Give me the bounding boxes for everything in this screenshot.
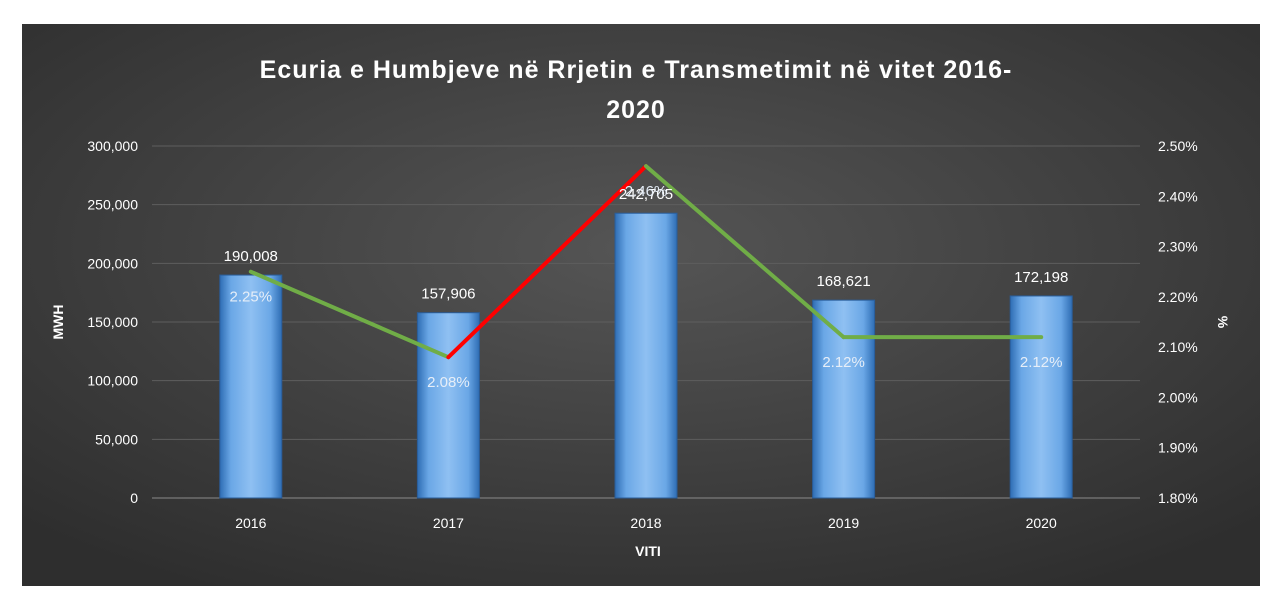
line-segment: [446, 164, 648, 360]
y-tick-label: 200,000: [87, 255, 138, 271]
chart-title-line1: Ecuria e Humbjeve në Rrjetin e Transmeti…: [260, 56, 1013, 84]
bar: [1009, 295, 1073, 499]
line-value-label: 2.46%: [625, 183, 668, 200]
y-tick-label: 150,000: [87, 314, 138, 330]
bars: [219, 212, 1073, 499]
line-value-label: 2.12%: [1020, 354, 1063, 371]
y-tick-label: 0: [130, 490, 138, 506]
line-segment: [644, 164, 846, 340]
x-tick-label: 2017: [433, 515, 464, 531]
x-axis-title: VITI: [635, 543, 661, 559]
line-value-label: 2.25%: [230, 289, 273, 306]
y2-axis-title: %: [1215, 316, 1231, 329]
bar-value-label: 157,906: [421, 286, 475, 303]
y2-tick-label: 2.10%: [1158, 339, 1198, 355]
y2-tick-label: 2.00%: [1158, 389, 1198, 405]
percentage-line: [248, 164, 1044, 360]
y2-tick-label: 1.80%: [1158, 490, 1198, 506]
line-segment: [248, 269, 451, 360]
axes: 0 50,000 100,000 150,000 200,000 250,000 300,0…: [87, 138, 1197, 531]
bar: [416, 312, 480, 499]
y-tick-label: 50,000: [95, 431, 138, 447]
x-tick-label: 2016: [235, 515, 266, 531]
bar: [219, 274, 283, 499]
y-axis-title: MWH: [50, 305, 66, 340]
bar-value-label: 242,705: [619, 186, 673, 203]
x-tick-label: 2019: [828, 515, 859, 531]
bar-value-label: 172,198: [1014, 269, 1068, 286]
y2-tick-label: 2.40%: [1158, 188, 1198, 204]
line-value-label: 2.08%: [427, 374, 470, 391]
y-tick-label: 300,000: [87, 138, 138, 154]
y2-tick-label: 1.90%: [1158, 440, 1198, 456]
x-tick-label: 2020: [1026, 515, 1057, 531]
y2-tick-label: 2.20%: [1158, 289, 1198, 305]
bar-value-label: 190,008: [224, 248, 278, 265]
chart-title-line2: 2020: [606, 96, 666, 124]
y-tick-label: 100,000: [87, 373, 138, 389]
line-value-label: 2.12%: [822, 354, 865, 371]
data-labels: 190,008 157,906 242,705 168,621 172,198 2.25%…: [224, 183, 1069, 391]
y2-tick-label: 2.50%: [1158, 138, 1198, 154]
bar: [812, 299, 876, 499]
x-tick-label: 2018: [630, 515, 661, 531]
y2-tick-label: 2.30%: [1158, 239, 1198, 255]
bar: [614, 212, 678, 499]
y-tick-label: 250,000: [87, 197, 138, 213]
bar-value-label: 168,621: [816, 273, 870, 290]
